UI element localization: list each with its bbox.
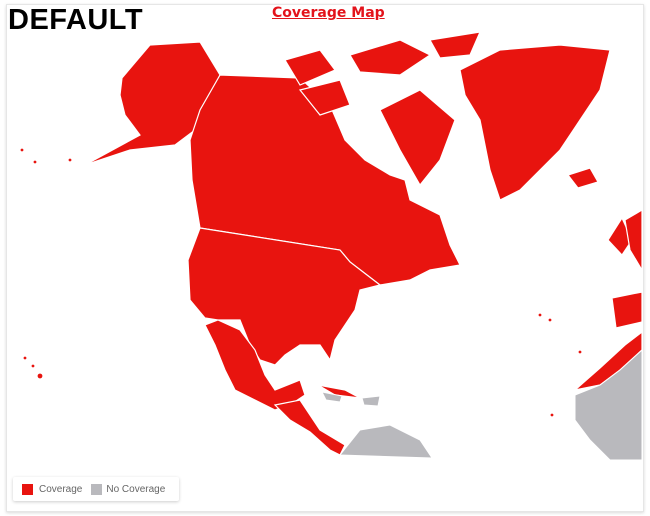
default-label: DEFAULT [8, 4, 144, 36]
region-arctic-1 [284, 49, 336, 86]
region-south-america [338, 424, 433, 459]
region-usa [187, 227, 382, 366]
region-arctic-4 [429, 31, 481, 59]
region-greenland [459, 44, 611, 201]
region-scandinavia [624, 208, 643, 273]
region-arctic-3 [298, 79, 351, 116]
region-arctic-2 [349, 39, 432, 76]
coverage-swatch [22, 483, 33, 495]
no-coverage-swatch [91, 483, 103, 495]
region-caribbean [321, 391, 343, 403]
region-iberia [611, 291, 643, 329]
region-iceland [567, 167, 599, 189]
region-africa [574, 348, 643, 461]
legend-no-coverage-label[interactable]: No Coverage [106, 483, 166, 495]
legend-coverage-label[interactable]: Coverage [39, 483, 83, 495]
region-canada [189, 74, 461, 286]
no-coverage-regions [321, 348, 643, 461]
coverage-regions [19, 31, 643, 456]
region-alaska [84, 41, 221, 166]
region-baffin [379, 89, 456, 187]
region-hispaniola [361, 395, 381, 407]
region-central-america [273, 399, 346, 456]
region-cuba [317, 384, 361, 399]
map-title[interactable]: Coverage Map [272, 5, 385, 21]
legend: Coverage No Coverage [13, 477, 179, 501]
